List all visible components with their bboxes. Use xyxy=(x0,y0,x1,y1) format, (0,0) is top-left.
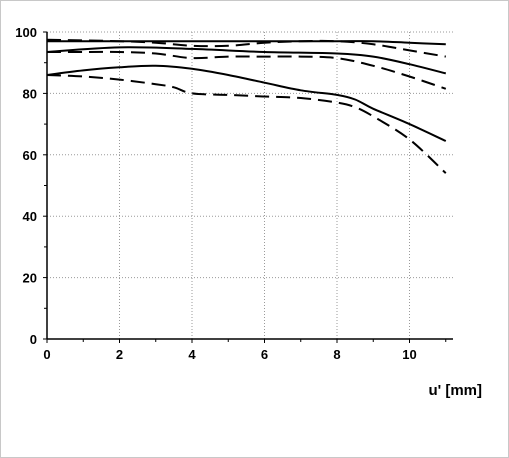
tick-labels: 0 20 40 60 80 100 0 2 4 6 8 10 xyxy=(15,25,416,362)
y-tick-label: 60 xyxy=(23,148,37,163)
x-tick-label: 10 xyxy=(402,347,416,362)
solid-series-line-3 xyxy=(46,46,447,75)
y-tick-label: 40 xyxy=(23,209,37,224)
dashed-series-line-4 xyxy=(47,50,447,90)
x-tick-label: 4 xyxy=(188,347,196,362)
y-tick-label: 100 xyxy=(15,25,37,40)
x-tick-label: 2 xyxy=(116,347,123,362)
y-tick-label: 80 xyxy=(23,86,37,101)
axes xyxy=(43,31,453,343)
x-tick-label: 8 xyxy=(333,347,340,362)
dashed-series-line-2 xyxy=(46,38,446,58)
y-tick-label: 0 xyxy=(30,332,37,347)
y-tick-label: 20 xyxy=(23,271,37,286)
grid-lines xyxy=(47,31,453,339)
x-tick-label: 6 xyxy=(261,347,268,362)
x-tick-label: 0 xyxy=(43,347,50,362)
series-group xyxy=(46,38,447,174)
dashed-series-line-6 xyxy=(46,74,447,174)
x-axis-label: u' [mm] xyxy=(428,382,482,399)
solid-series-line-5 xyxy=(46,64,447,142)
